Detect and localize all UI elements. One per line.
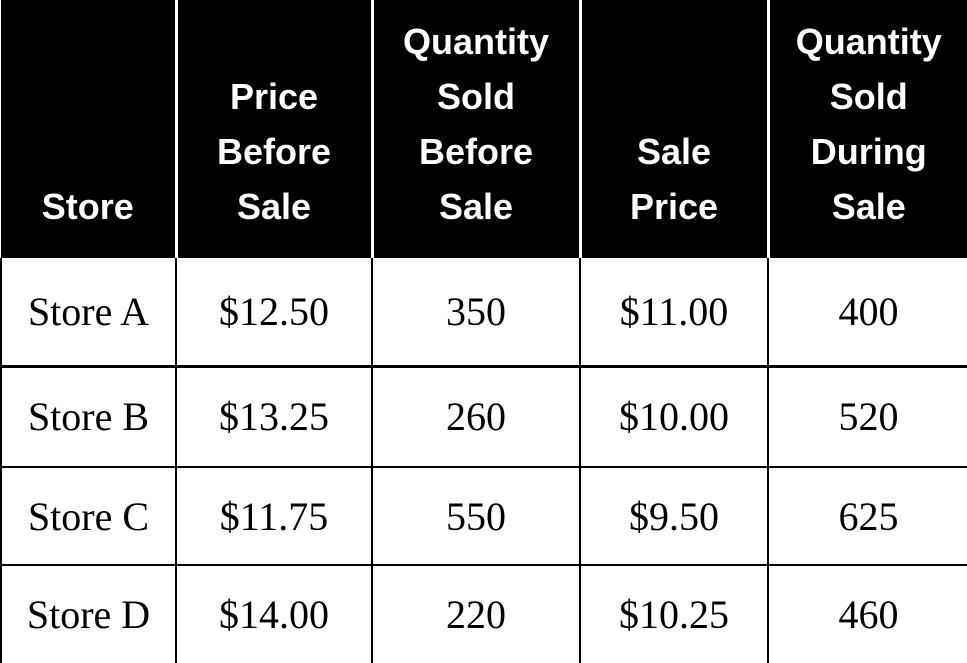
- cell-store: Store A: [0, 258, 176, 368]
- header-line: During: [810, 131, 927, 172]
- header-line: Sold: [829, 76, 908, 117]
- header-line: Quantity: [402, 21, 549, 62]
- header-row: Store Price Before Sale Quantity Sold Before…: [1, 0, 967, 258]
- cell-quantity-during-sale: 400: [767, 258, 967, 368]
- header-line: Before: [418, 131, 534, 172]
- cell-price-before-sale: $14.00: [175, 565, 372, 663]
- header-quantity-sold-before-sale: Quantity Sold Before Sale: [370, 0, 580, 258]
- table-row: Store A $12.50 350 $11.00 400: [0, 258, 967, 368]
- header-sale-price: Sale Price: [578, 0, 768, 258]
- cell-sale-price: $11.00: [579, 258, 768, 368]
- header-line: Price: [629, 186, 719, 227]
- header-line: Store: [41, 186, 134, 227]
- cell-store: Store B: [0, 366, 176, 468]
- cell-sale-price: $10.25: [579, 565, 768, 663]
- header-line: Sale: [831, 186, 906, 227]
- cell-price-before-sale: $11.75: [175, 467, 372, 566]
- table-row: Store B $13.25 260 $10.00 520: [0, 366, 967, 468]
- header-line: Price: [229, 76, 319, 117]
- cell-quantity-before-sale: 350: [371, 258, 580, 368]
- cell-store: Store D: [0, 565, 176, 663]
- cell-quantity-during-sale: 460: [767, 565, 967, 663]
- cell-price-before-sale: $13.25: [175, 366, 372, 468]
- header-line: Sold: [437, 76, 515, 117]
- cell-store: Store C: [0, 467, 176, 566]
- header-quantity-sold-during-sale: Quantity Sold During Sale: [766, 0, 967, 258]
- cell-quantity-before-sale: 220: [371, 565, 580, 663]
- cell-sale-price: $10.00: [579, 366, 768, 468]
- table-row: Store C $11.75 550 $9.50 625: [0, 467, 967, 566]
- cell-quantity-during-sale: 520: [767, 366, 967, 468]
- header-line: Before: [216, 131, 332, 172]
- cell-sale-price: $9.50: [579, 467, 768, 566]
- header-store: Store: [1, 0, 176, 258]
- cell-quantity-before-sale: 260: [371, 366, 580, 468]
- cell-quantity-during-sale: 625: [767, 467, 967, 566]
- header-line: Sale: [438, 186, 514, 227]
- cell-price-before-sale: $12.50: [175, 258, 372, 368]
- header-price-before-sale: Price Before Sale: [174, 0, 372, 258]
- header-line: Sale: [636, 131, 712, 172]
- table-row: Store D $14.00 220 $10.25 460: [0, 565, 967, 663]
- cell-quantity-before-sale: 550: [371, 467, 580, 566]
- header-line: Sale: [236, 186, 312, 227]
- header-line: Quantity: [795, 21, 942, 62]
